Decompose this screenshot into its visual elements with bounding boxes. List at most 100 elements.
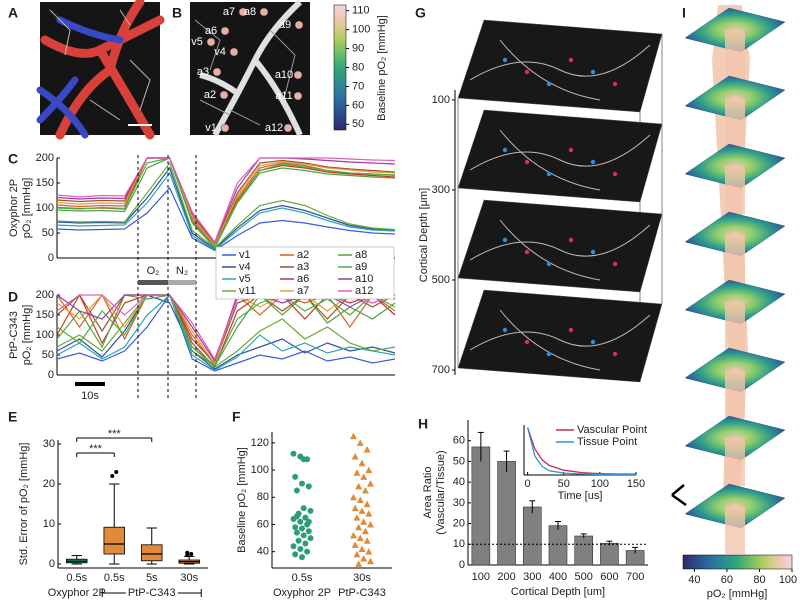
x-tick-label: 200 [497,571,515,583]
point [307,535,314,542]
legend-label: Vascular Point [577,424,647,436]
group-label: Oxyphor 2P [48,587,106,599]
y-tick-label: 60 [453,435,465,447]
legend-label: v4 [239,261,251,273]
series-line [56,161,396,249]
colorbar [682,554,793,570]
point [351,452,359,460]
marker [524,69,530,75]
point [363,500,371,508]
point [299,525,305,532]
y-tick-label: 200 [36,152,54,164]
site-dot [294,20,304,30]
x-tick-label: 0 [525,478,531,490]
bar [600,542,619,566]
legend-label: v1 [239,249,251,261]
marker [502,327,508,333]
y-tick-label: 150 [36,309,54,321]
point [361,486,369,494]
panel-letter: B [172,5,182,21]
marker [612,261,618,267]
y-tick-label: 0 [49,558,55,570]
point [355,560,363,567]
y-tick-label: 100 [251,464,269,476]
series-line [56,294,396,370]
x-axis-label: Time [us] [558,490,603,502]
y-tick-label: 40 [453,476,465,488]
point [302,540,309,547]
y-tick-label: 300 [432,184,450,196]
marker [590,249,596,255]
site-label: a12 [265,122,283,134]
image-plane [457,289,663,383]
y-tick-label: 0 [459,559,465,571]
colorbar-tick-label: 90 [352,42,364,54]
point [356,496,364,503]
x-tick-label: 0.5s [292,572,313,584]
point [350,531,357,539]
y-tick-label: 100 [432,94,450,106]
colorbar-tick-label: 80 [753,574,765,586]
box [103,526,125,555]
legend-label: a8 [355,249,367,261]
series-line [56,157,396,245]
series-line [56,294,396,368]
column-seg [725,166,745,214]
point [297,545,304,552]
point [302,514,309,521]
image-a [36,0,165,140]
panel-letter: H [418,416,428,432]
panel-letter: I [682,5,686,21]
group-label: Oxyphor 2P [273,587,331,599]
y-tick-label: 120 [251,437,269,449]
group-label: PtP-C343 [338,587,386,599]
point [305,528,312,535]
site-dot [229,47,239,57]
colorbar [333,4,347,131]
panel-letter: D [8,289,18,305]
scale-bar-label: 10s [81,390,99,402]
axes-icon [671,484,687,507]
colorbar-tick-label: 40 [688,574,700,586]
panel-letter: F [232,409,241,425]
point [353,469,361,476]
image-plane [457,199,663,293]
point [353,550,361,558]
y-tick-label: 60 [257,518,269,530]
y-tick-label: 20 [43,478,55,490]
marker [590,69,596,75]
point [351,541,359,548]
series-line [56,157,396,246]
point [299,554,305,561]
site-label: a7 [223,6,235,18]
y-tick-label: 500 [432,274,450,286]
y-tick-label: 100 [36,329,54,341]
site-dot [206,37,216,47]
legend [215,246,395,300]
site-dot [220,26,230,36]
y-axis-label: pO₂ [mmHg] [21,305,33,366]
site-label: a9 [279,19,291,31]
marker [612,171,618,177]
site-label: a10 [275,69,293,81]
bar [574,535,594,566]
colorbar-label: Baseline pO₂ [mmHg] [376,15,388,121]
site-label: a6 [205,25,217,37]
marker [546,81,552,87]
x-axis-label: Cortical Depth [um] [511,586,605,598]
y-axis-label: Std. Error of pO₂ [mmHg] [18,443,30,566]
marker [590,159,596,165]
y-tick-label: 80 [257,491,269,503]
marker [524,249,530,255]
point [300,532,307,539]
point [365,510,373,517]
x-tick-label: 700 [626,571,644,583]
site-label: a3 [197,66,209,78]
column-seg [725,98,745,146]
site-dot [220,123,230,133]
y-tick-label: 50 [42,349,54,361]
column-seg [725,370,745,418]
site-dot [283,123,293,133]
y-tick-label: 40 [257,546,269,558]
